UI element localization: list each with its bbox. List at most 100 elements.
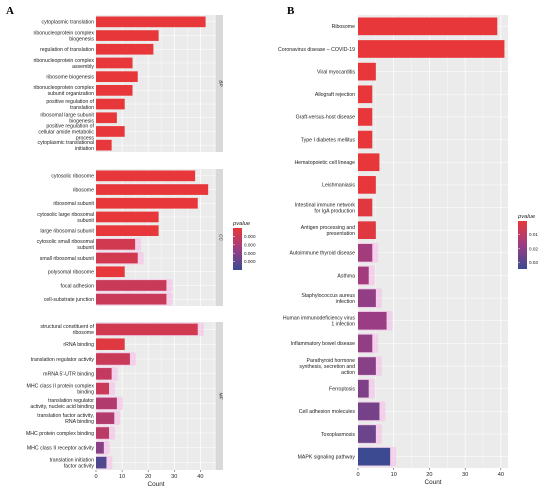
facet-bp-category-label: ribosome biogenesis [46, 74, 94, 80]
facet-cc-category-label: cytosolic ribosome [51, 174, 94, 180]
x-tick-label: 0 [356, 472, 359, 478]
kegg-bar [358, 85, 373, 104]
facet-strip-label: BP [219, 80, 224, 87]
kegg-bar [358, 379, 369, 398]
x-tick-label: 20 [145, 474, 151, 480]
facet-cc-bar [96, 252, 138, 264]
facet-bp-category-label: ribonucleoprotein complex assembly [33, 58, 94, 70]
kegg-category-label: Graft-versus-host disease [296, 115, 356, 121]
legend-tick-label: 0.000 [244, 242, 256, 247]
facet-bp-bar [96, 57, 133, 69]
facet-cc-bar [96, 197, 198, 209]
panel-b-bg [358, 15, 508, 468]
legend-tick-label: 0.02 [529, 246, 538, 251]
kegg-category-label: Coronavirus disease – COVID-19 [278, 47, 355, 53]
kegg-bar [358, 62, 376, 81]
facet-mf-category-label: translation initiation factor activity [50, 457, 95, 469]
facet-bp-category-label: ribosomal large subunit biogenesis [40, 113, 94, 125]
facet-bp-category-label: regulation of translation [40, 47, 94, 53]
x-tick-label: 10 [119, 474, 125, 480]
x-tick-label: 30 [171, 474, 177, 480]
legend-tick-label: 0.000 [244, 251, 256, 256]
kegg-bar [358, 198, 373, 217]
kegg-bar [358, 221, 376, 240]
facet-bp-bar [96, 112, 117, 124]
kegg-bar [358, 447, 391, 466]
kegg-bar [358, 153, 380, 172]
kegg-bar [358, 176, 376, 194]
legend-colorbar [518, 221, 527, 269]
kegg-category-label: Inflammatory bowel disease [291, 341, 355, 347]
facet-strip [216, 15, 223, 152]
kegg-category-label: Staphylococcus aureus infection [301, 293, 355, 305]
kegg-category-label: MAPK signaling pathway [298, 454, 356, 460]
facet-bp-bar [96, 43, 154, 55]
x-tick-label: 20 [426, 472, 432, 478]
facet-mf-category-label: rRNA binding [63, 342, 94, 348]
facet-strip [216, 322, 223, 470]
x-tick-label: 40 [498, 472, 504, 478]
facet-mf-bar [96, 456, 107, 469]
facet-bp-bar [96, 126, 125, 137]
legend-colorbar [233, 228, 242, 270]
facet-cc-category-label: cytosolic large ribosomal subunit [37, 212, 94, 224]
facet-bp-category-label: positive regulation of translation [46, 99, 94, 111]
facet-bp-category-label: cytoplasmic translational initiation [37, 140, 94, 152]
facet-bp-category-label: ribonucleoprotein complex biogenesis [33, 30, 94, 42]
x-tick-label: 10 [391, 472, 397, 478]
legend-tick-label: 0.000 [244, 259, 256, 264]
facet-cc-category-label: cell-substrate junction [44, 297, 94, 303]
facet-mf-bar [96, 427, 110, 439]
x-axis-title: Count [147, 481, 164, 488]
kegg-bar [358, 289, 376, 307]
kegg-bar [358, 425, 376, 443]
legend-tick-label: 0.03 [529, 260, 538, 265]
panel-a: A cytoplasmic translation ribonucleoprote… [6, 5, 256, 488]
kegg-bar [358, 130, 373, 149]
facet-mf-bar [96, 338, 125, 350]
facet-mf-category-label: translation regulator activity, nucleic a… [30, 398, 94, 410]
kegg-bar [358, 17, 498, 36]
panel-b-legend: pvalue 0.01 0.02 0.03 [517, 214, 538, 269]
kegg-bar [358, 357, 376, 375]
legend-title: pvalue [517, 214, 536, 220]
facet-mf-bar [96, 353, 130, 365]
facet-cc-bar [96, 170, 196, 182]
kegg-category-label: Cell adhesion molecules [299, 409, 356, 415]
kegg-bar [358, 108, 373, 126]
legend-tick-label: 0.000 [244, 234, 256, 239]
facet-strip-label: CC [219, 234, 224, 241]
facet-mf-category-label: translation factor activity, RNA binding [37, 413, 94, 425]
kegg-bar [358, 402, 380, 421]
facet-cc-category-label: polysomal ribosome [48, 270, 94, 276]
kegg-category-label: Human immunodeficiency virus 1 infection [283, 316, 355, 328]
kegg-category-label: Autoimmune thyroid disease [290, 251, 356, 257]
kegg-category-label: Toxoplasmosis [321, 432, 355, 438]
kegg-category-label: Hematopoietic cell lineage [294, 160, 355, 166]
facet-cc-category-label: ribosomal subunit [53, 201, 94, 207]
kegg-bar [358, 243, 373, 262]
facet-cc-bar [96, 184, 209, 195]
kegg-category-label: Type I diabetes mellitus [301, 137, 356, 143]
facet-mf-bar [96, 412, 115, 424]
legend-title: pvalue [232, 221, 251, 227]
facet-mf-bar [96, 323, 198, 336]
facet-bp-bar [96, 71, 138, 82]
facet-bp-category-label: cytoplasmic translation [42, 20, 95, 26]
facet-cc-bar [96, 280, 167, 291]
legend-tick-label: 0.01 [529, 232, 538, 237]
facet-mf-category-label: translation regulator activity [31, 357, 95, 363]
kegg-category-label: Intestinal immune network for IgA product… [295, 202, 356, 214]
kegg-category-label: Ribosome [332, 24, 355, 30]
kegg-category-label: Antigen processing and presentation [301, 225, 355, 237]
facet-mf-bar [96, 368, 112, 380]
facet-cc-category-label: cytosolic small ribosomal subunit [37, 239, 95, 251]
facet-mf-category-label: structural constituent of ribosome [40, 324, 94, 336]
facet-cc-bar [96, 225, 159, 236]
facet-mf-bar [96, 442, 104, 454]
facet-cc-category-label: small ribosomal subunit [40, 256, 95, 262]
kegg-category-label: Leishmaniasis [322, 183, 355, 189]
kegg-bar [358, 40, 505, 58]
facet-mf-category-label: mRNA 5'-UTR binding [43, 372, 94, 378]
